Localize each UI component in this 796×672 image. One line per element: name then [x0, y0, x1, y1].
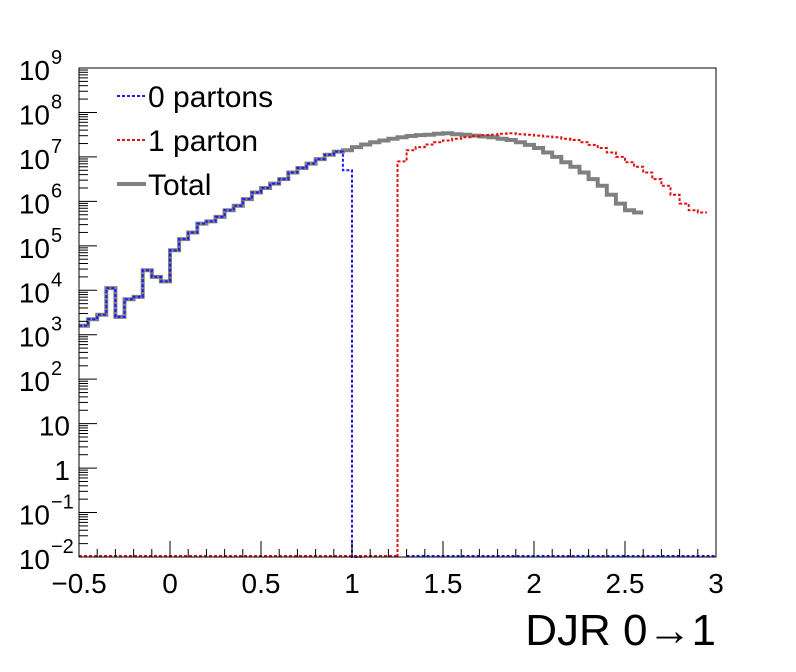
plot-frame	[78, 67, 717, 558]
legend-label: 0 partons	[148, 81, 273, 114]
series-layer	[79, 131, 716, 558]
x-tick-label: 1	[344, 568, 360, 599]
y-tick-label: 10	[19, 233, 50, 264]
x-tick-label: 0	[162, 568, 178, 599]
y-tick-label: 10	[19, 366, 50, 397]
legend: 0 partons 1 parton Total	[117, 81, 273, 202]
x-tick-label: 2	[526, 568, 542, 599]
series-0-partons-line	[79, 150, 362, 558]
y-tick-exponent: 6	[51, 180, 62, 202]
y-tick-exponent: 4	[51, 269, 62, 291]
x-tick-label: −0.5	[51, 568, 106, 599]
y-tick-label: 10	[19, 55, 50, 86]
legend-label: Total	[148, 169, 211, 202]
y-tick-label: 1	[54, 455, 70, 486]
x-tick-label: 3	[708, 568, 724, 599]
y-tick-label: 10	[19, 144, 50, 175]
y-tick-exponent: −1	[51, 492, 74, 514]
y-tick-exponent: −2	[51, 536, 74, 558]
y-tick-label: 10	[19, 322, 50, 353]
y-tick-exponent: 2	[51, 358, 62, 380]
y-tick-label: 10	[39, 411, 70, 442]
series-1-parton-line	[397, 132, 707, 214]
x-tick-label: 0.5	[242, 568, 281, 599]
y-tick-label: 10	[19, 544, 50, 575]
y-tick-exponent: 9	[51, 47, 62, 69]
y-tick-exponent: 3	[51, 314, 62, 336]
y-tick-label: 10	[19, 188, 50, 219]
x-axis-title: DJR 0→1	[525, 606, 716, 655]
x-tick-label: 1.5	[424, 568, 463, 599]
x-tick-label: 2.5	[606, 568, 645, 599]
legend-label: 1 parton	[148, 125, 258, 158]
y-tick-exponent: 8	[51, 91, 62, 113]
y-tick-exponent: 7	[51, 136, 62, 158]
y-tick-exponent: 5	[51, 225, 62, 247]
y-tick-label: 10	[19, 500, 50, 531]
y-tick-label: 10	[19, 99, 50, 130]
y-tick-label: 10	[19, 277, 50, 308]
